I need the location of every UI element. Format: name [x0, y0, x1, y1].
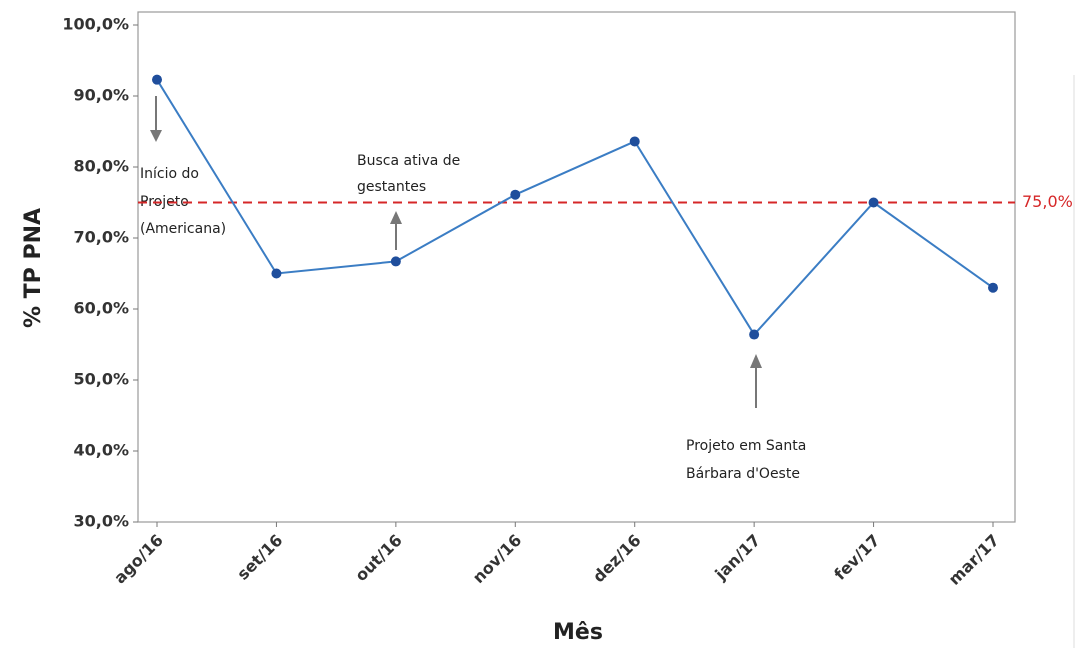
annotation-text: (Americana)	[140, 221, 226, 237]
annotation: Busca ativa de gestantes	[357, 153, 460, 250]
x-tick-label: nov/16	[469, 531, 526, 588]
point	[152, 74, 162, 85]
point	[629, 136, 640, 147]
x-tick-label: dez/16	[589, 531, 645, 587]
y-axis-title: % TP PNA	[21, 208, 46, 328]
annotation-text: Projeto	[140, 194, 189, 210]
y-tick-label: 100,0%	[62, 15, 129, 34]
point	[868, 197, 879, 208]
y-tick-label: 80,0%	[73, 157, 129, 176]
x-tick-label: out/16	[351, 531, 406, 586]
point	[271, 268, 282, 279]
x-tick-label: set/16	[233, 531, 286, 584]
annotation: Projeto em Santa Bárbara d'Oeste	[686, 354, 806, 482]
y-tick-label: 90,0%	[73, 86, 129, 105]
annotation-text: gestantes	[357, 179, 426, 195]
x-tick-label: fev/17	[830, 531, 883, 584]
arrow-head	[390, 211, 402, 224]
annotation: Início do Projeto (Americana)	[140, 96, 226, 237]
arrow-head	[750, 354, 762, 368]
x-axis-title: Mês	[553, 620, 603, 645]
y-tick-label: 60,0%	[73, 299, 129, 318]
y-tick-label: 40,0%	[73, 441, 129, 460]
point	[749, 329, 760, 340]
plot-frame	[137, 11, 1016, 523]
annotation-text: Busca ativa de	[357, 153, 460, 169]
point	[510, 189, 521, 200]
y-tick-label: 30,0%	[73, 512, 129, 531]
annotation-text: Bárbara d'Oeste	[686, 466, 800, 482]
y-tick-label: 70,0%	[73, 228, 129, 247]
annotation-text: Projeto em Santa	[686, 438, 806, 454]
annotation-text: Início do	[140, 166, 199, 182]
series-line	[156, 79, 994, 337]
x-tick-label: ago/16	[110, 531, 167, 588]
point	[988, 282, 998, 293]
x-tick-label: mar/17	[945, 531, 1003, 589]
arrow-head	[150, 130, 162, 142]
x-tick-label: jan/17	[711, 531, 765, 585]
reference-label: 75,0%	[1022, 192, 1073, 211]
y-tick-label: 50,0%	[73, 370, 129, 389]
point	[390, 256, 401, 267]
